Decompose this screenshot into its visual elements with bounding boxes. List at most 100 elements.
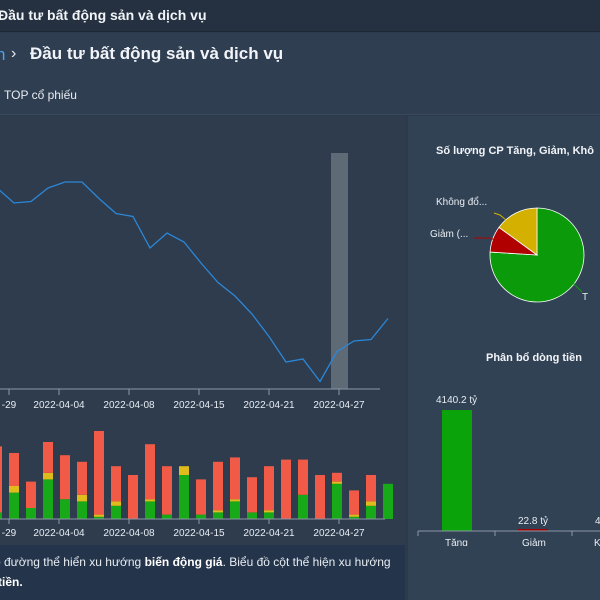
breadcrumb-link[interactable]: n <box>0 45 6 64</box>
breadth-bar-down <box>247 477 257 513</box>
breadth-bar-up <box>60 499 70 519</box>
bar-x-tick-label: 2022-04-15 <box>173 528 225 539</box>
pie-slice <box>498 207 538 256</box>
flow-bar-up <box>442 410 472 531</box>
price-line <box>0 181 389 383</box>
breadth-bar-down <box>349 490 359 515</box>
breadth-bar-up <box>332 483 342 519</box>
breadth-pie-and-flow-chart: Số lượng CP Tăng, Giảm, Khô Không đổ... … <box>417 145 600 549</box>
breadth-bar-down <box>315 475 325 519</box>
window-title: Đầu tư bất động sản và dịch vụ <box>0 7 207 23</box>
breadth-bar-down <box>94 431 104 515</box>
page-title: Đầu tư bất động sản và dịch vụ <box>30 44 284 63</box>
breadth-bar-down <box>128 475 138 519</box>
breadth-bar-neutral <box>77 494 87 502</box>
description-text-a: ồ đường thể hiển xu hướng <box>0 555 145 569</box>
breadth-bar-up <box>0 512 2 519</box>
breadth-bar-down <box>213 461 223 511</box>
app-title-bar: Đầu tư bất động sản và dịch vụ <box>0 0 600 32</box>
tab-bar: TOP cổ phiếu <box>0 77 600 115</box>
breadcrumb: n › Đầu tư bất động sản và dịch vụ <box>0 33 600 77</box>
x-tick-label: 2022-04-27 <box>313 400 365 411</box>
breadth-bar-neutral <box>332 481 342 484</box>
breadth-bar-neutral <box>213 510 223 513</box>
pie-chart <box>489 207 585 303</box>
breadth-bar-up <box>162 514 172 519</box>
breadth-bar-up <box>349 516 359 519</box>
breadth-bar-up <box>9 492 19 519</box>
hover-highlight-band <box>331 153 348 389</box>
flow-title: Phân bổ dòng tiền <box>486 352 582 364</box>
breadth-bar-down <box>0 446 2 513</box>
breadth-bar-down <box>230 457 240 500</box>
price-chart-panel: -29 2022-04-04 2022-04-08 2022-04-15 2022-04… <box>0 116 405 600</box>
breadth-bar-down <box>9 453 19 486</box>
pie-label-neutral: Không đổ... <box>436 196 487 208</box>
breadth-bar-up <box>43 479 53 519</box>
bar-x-tick-label: 2022-04-04 <box>33 528 85 539</box>
flow-cat-third: K <box>594 538 600 546</box>
breadth-bar-neutral <box>366 501 376 506</box>
breadth-bar-down <box>264 466 274 511</box>
breadth-bar-neutral <box>230 499 240 502</box>
description-text-c: . Biểu đồ cột thể hiện xu hướng <box>222 555 391 569</box>
breadth-bar-down <box>332 472 342 482</box>
breadth-bar-neutral <box>9 486 19 493</box>
flow-cat-up: Tăng <box>445 538 468 546</box>
flow-label-down-value: 22.8 tỷ <box>518 515 548 527</box>
breadth-bar-up <box>94 516 104 519</box>
flow-label-third-value: 4 <box>595 516 600 527</box>
bar-x-tick-label: 2022-04-21 <box>243 528 295 539</box>
breadth-bar-up <box>366 505 376 519</box>
pie-title: Số lượng CP Tăng, Giảm, Khô <box>436 145 594 157</box>
description-line-2: tiền. <box>0 572 23 592</box>
breadth-bar-up <box>383 483 393 519</box>
breadth-bar-neutral <box>43 472 53 480</box>
breadth-bar-neutral <box>264 510 274 513</box>
breadth-bar-up <box>247 512 257 519</box>
breadth-bar-down <box>298 459 308 495</box>
bar-x-tick-label: -29 <box>2 528 17 539</box>
chart-description: ồ đường thể hiển xu hướng biến động giá.… <box>0 545 405 600</box>
pie-leader-down <box>474 237 501 243</box>
breadth-bar-up <box>77 501 87 519</box>
breadth-bar-down <box>111 466 121 502</box>
breadth-bar-up <box>111 505 121 519</box>
breadth-bar-down <box>196 479 206 515</box>
breadth-bar-up <box>298 494 308 519</box>
breadth-bar-neutral <box>349 514 359 517</box>
pie-label-down: Giảm (... <box>430 229 468 240</box>
description-line-2-text: tiền. <box>0 575 23 589</box>
x-tick-label: 2022-04-04 <box>33 400 85 411</box>
breadth-bar-down <box>366 475 376 502</box>
x-tick-label: 2022-04-15 <box>173 400 225 411</box>
breadth-bar-neutral <box>111 501 121 506</box>
breadth-bar-down <box>162 466 172 515</box>
breadth-bar-up <box>196 514 206 519</box>
breadth-bar-down <box>43 442 53 473</box>
breadth-bar-up <box>145 501 155 519</box>
pie-leader-up <box>567 277 583 293</box>
pie-label-up: T <box>582 292 588 303</box>
x-tick-label: -29 <box>2 400 17 411</box>
description-emphasis: biến động giá <box>144 555 223 569</box>
breadth-bar-down <box>60 455 70 500</box>
breadth-bar-neutral <box>179 466 189 475</box>
flow-bar-down <box>518 529 548 531</box>
tab-top-stocks[interactable]: TOP cổ phiếu <box>4 88 77 102</box>
breadcrumb-separator-icon: › <box>11 45 17 62</box>
breadth-bar-up <box>230 501 240 519</box>
breadth-bar-neutral <box>94 514 104 517</box>
x-tick-label: 2022-04-21 <box>243 400 295 411</box>
description-line-1: ồ đường thể hiển xu hướng biến động giá.… <box>0 552 391 572</box>
breadth-bar-down <box>77 461 87 495</box>
breadth-bar-neutral <box>145 499 155 502</box>
x-tick-label: 2022-04-08 <box>103 400 155 411</box>
breadth-bar-down <box>281 459 291 519</box>
pie-leader-neutral <box>493 212 507 221</box>
price-and-breadth-chart: -29 2022-04-04 2022-04-08 2022-04-15 2022-04… <box>0 153 393 539</box>
breadth-bar-down <box>145 444 155 500</box>
flow-label-up-value: 4140.2 tỷ <box>436 394 477 406</box>
bar-x-tick-label: 2022-04-27 <box>313 528 365 539</box>
breadth-bar-up <box>26 508 36 519</box>
